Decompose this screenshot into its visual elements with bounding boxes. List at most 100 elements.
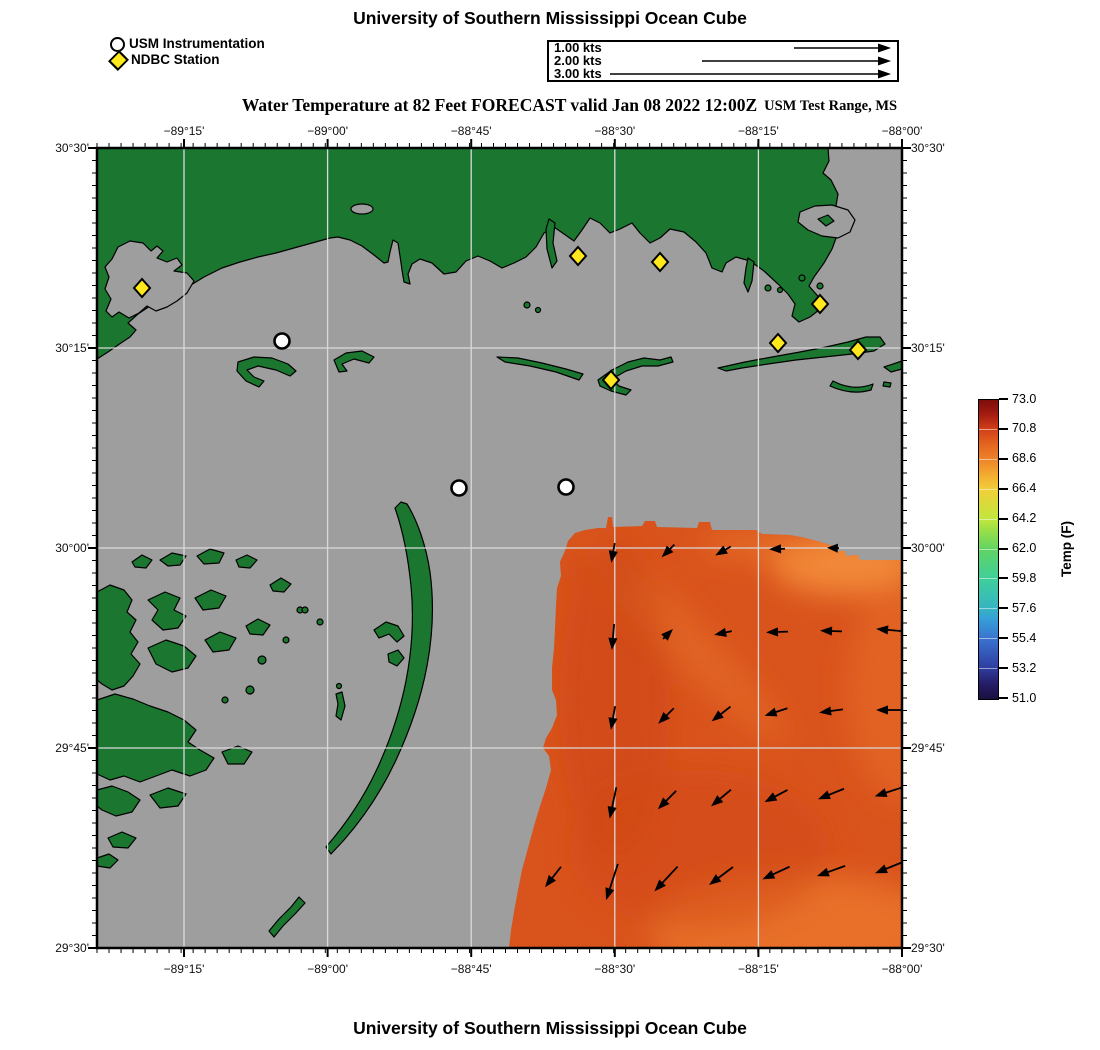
colorbar-tick-label: 64.2	[1012, 511, 1037, 526]
current-arrow	[661, 543, 676, 558]
colorbar-gridline	[979, 488, 997, 490]
ndbc-station-marker	[132, 277, 152, 299]
current-arrow	[608, 623, 618, 650]
marsh-patch	[96, 584, 141, 691]
current-arrow	[709, 866, 734, 886]
colorbar-gridline	[979, 428, 997, 430]
land-mainland	[96, 147, 840, 360]
colorbar-tick	[999, 637, 1008, 640]
ndbc-diamond-icon	[108, 49, 129, 71]
scale-row-label: 1.00 kts	[554, 40, 602, 55]
colorbar-gridline	[979, 518, 997, 520]
axis-label-lat: 30°30'	[911, 141, 945, 155]
islet-dot	[798, 274, 806, 282]
axis-label-lon: −89°00'	[307, 962, 348, 976]
axis-label-lat: 29°30'	[55, 941, 89, 955]
gridlines-layer	[97, 148, 902, 948]
ndbc-station-marker	[848, 339, 868, 361]
marsh-patch	[269, 577, 292, 593]
current-arrow	[816, 865, 846, 877]
current-arrow	[607, 787, 618, 819]
axis-label-lat: 29°45'	[911, 741, 945, 755]
scale-row-label: 2.00 kts	[554, 53, 602, 68]
plot-subtitle: Water Temperature at 82 Feet FORECAST va…	[97, 95, 902, 116]
current-arrow	[818, 787, 845, 800]
inland-pond	[350, 203, 374, 215]
footer-title: University of Southern Mississippi Ocean…	[353, 1018, 747, 1038]
current-arrow	[657, 790, 677, 810]
islet-dot	[335, 682, 343, 690]
colorbar-tick	[999, 398, 1008, 400]
island-ship	[496, 356, 584, 381]
current-arrow	[874, 786, 902, 797]
current-arrow	[762, 865, 790, 880]
axis-label-lon: −89°00'	[307, 124, 348, 138]
colorbar-tick	[999, 427, 1008, 430]
colorbar-gridline	[979, 608, 997, 610]
islet-dot	[764, 284, 772, 292]
colorbar-tick	[999, 667, 1008, 670]
colorbar-gridline	[979, 458, 997, 460]
island-cat	[236, 356, 297, 388]
axis-label-lon: −88°00'	[881, 962, 923, 976]
axis-label-lon: −88°45'	[450, 124, 492, 138]
axis-label-lat: 30°00'	[55, 541, 89, 555]
temperature-field	[509, 517, 902, 948]
current-arrow	[876, 705, 902, 715]
marsh-dot	[221, 696, 229, 704]
colorbar-tick-label: 53.2	[1012, 660, 1037, 675]
current-arrow	[711, 705, 732, 722]
colorbar-tick	[999, 697, 1008, 699]
marsh-patch	[245, 618, 271, 636]
marsh-patch	[159, 552, 187, 567]
current-arrow	[661, 629, 673, 641]
marsh-patch	[194, 589, 227, 611]
current-arrow	[714, 627, 732, 637]
stations-layer	[132, 245, 868, 497]
current-arrow	[715, 545, 732, 556]
island-dash	[882, 381, 892, 388]
legend-label: NDBC Station	[131, 52, 220, 67]
marsh-dot	[301, 606, 309, 614]
scale-row-label: 3.00 kts	[554, 66, 602, 81]
legend-item-ndbc: NDBC Station	[108, 49, 265, 71]
ndbc-station-marker	[768, 332, 788, 354]
axis-label-lon: −88°00'	[881, 124, 923, 138]
current-arrow	[819, 706, 844, 716]
ndbc-station-marker	[810, 293, 830, 315]
island-horn	[597, 356, 674, 396]
island-west	[333, 350, 375, 373]
land-layer	[96, 147, 903, 938]
current-arrow	[875, 861, 902, 874]
marsh-patch	[96, 785, 141, 817]
colorbar-tick-label: 70.8	[1012, 421, 1037, 436]
axis-label-lat: 30°15'	[55, 341, 89, 355]
colorbar-tick	[999, 457, 1008, 460]
marsh-patch	[149, 787, 187, 809]
current-arrow	[769, 544, 786, 554]
island-pascagoula	[743, 257, 755, 293]
islet-small	[387, 649, 405, 667]
axis-label-lat: 29°30'	[911, 941, 945, 955]
current-arrow	[658, 707, 675, 724]
marsh-patch	[96, 693, 215, 783]
current-arrow	[827, 543, 840, 553]
current-arrow	[764, 789, 788, 803]
colorbar-tick-label: 59.8	[1012, 570, 1037, 585]
marsh-dot	[282, 636, 290, 644]
axis-label-lat: 29°45'	[55, 741, 89, 755]
subtitle-suffix: USM Test Range, MS	[764, 98, 898, 114]
island-dauphin	[717, 336, 886, 372]
axis-label-lon: −88°15'	[737, 962, 779, 976]
colorbar-gridline	[979, 638, 997, 640]
colorbar-tick-label: 51.0	[1012, 690, 1037, 705]
current-arrow	[608, 542, 618, 563]
marsh-patch	[107, 831, 137, 849]
colorbar-tick	[999, 607, 1008, 610]
scale-arrows	[610, 43, 891, 79]
axis-label-lat: 30°30'	[55, 141, 89, 155]
current-arrow	[544, 866, 562, 888]
islet-dot	[816, 282, 824, 290]
